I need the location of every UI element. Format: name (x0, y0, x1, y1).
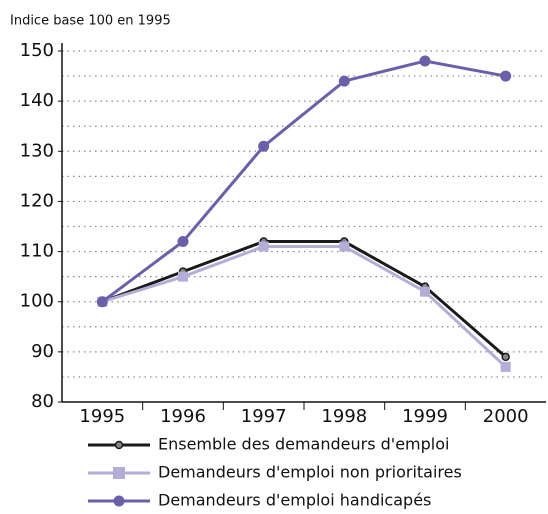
series-line (101, 59, 506, 303)
y-axis-label: Indice base 100 en 1995 (10, 14, 171, 29)
y-tick-label: 100 (20, 291, 54, 312)
marker (258, 241, 269, 252)
marker (420, 286, 430, 297)
legend-label: Ensemble des demandeurs d'emploi (158, 435, 449, 454)
marker (500, 361, 511, 372)
series-line (101, 240, 507, 359)
legend-label: Demandeurs d'emploi non prioritaires (158, 463, 462, 482)
x-tick-label: 1998 (321, 406, 367, 427)
y-tick-label: 120 (20, 190, 54, 211)
y-tick-label: 80 (31, 391, 54, 412)
marker (339, 241, 350, 252)
legend-marker (114, 440, 124, 450)
marker (258, 140, 270, 152)
marker (178, 271, 188, 282)
series-line (101, 245, 507, 368)
y-tick-label: 130 (20, 140, 54, 161)
y-tick-label: 90 (31, 341, 54, 362)
marker (500, 70, 512, 82)
marker (419, 55, 431, 67)
x-tick-label: 1996 (160, 406, 206, 427)
y-tick-label: 150 (20, 40, 54, 61)
y-tick-label: 140 (20, 90, 54, 111)
marker (96, 296, 108, 308)
marker (177, 236, 189, 248)
marker (338, 75, 350, 87)
x-tick-label: 1997 (241, 406, 287, 427)
y-tick-label: 110 (20, 241, 54, 262)
x-tick-label: 1995 (79, 406, 125, 427)
x-tick-label: 2000 (483, 406, 529, 427)
legend-marker (113, 495, 125, 507)
x-tick-label: 1999 (402, 406, 448, 427)
legend-label: Demandeurs d'emploi handicapés (158, 491, 431, 510)
marker (501, 352, 510, 362)
legend-marker (113, 467, 125, 479)
